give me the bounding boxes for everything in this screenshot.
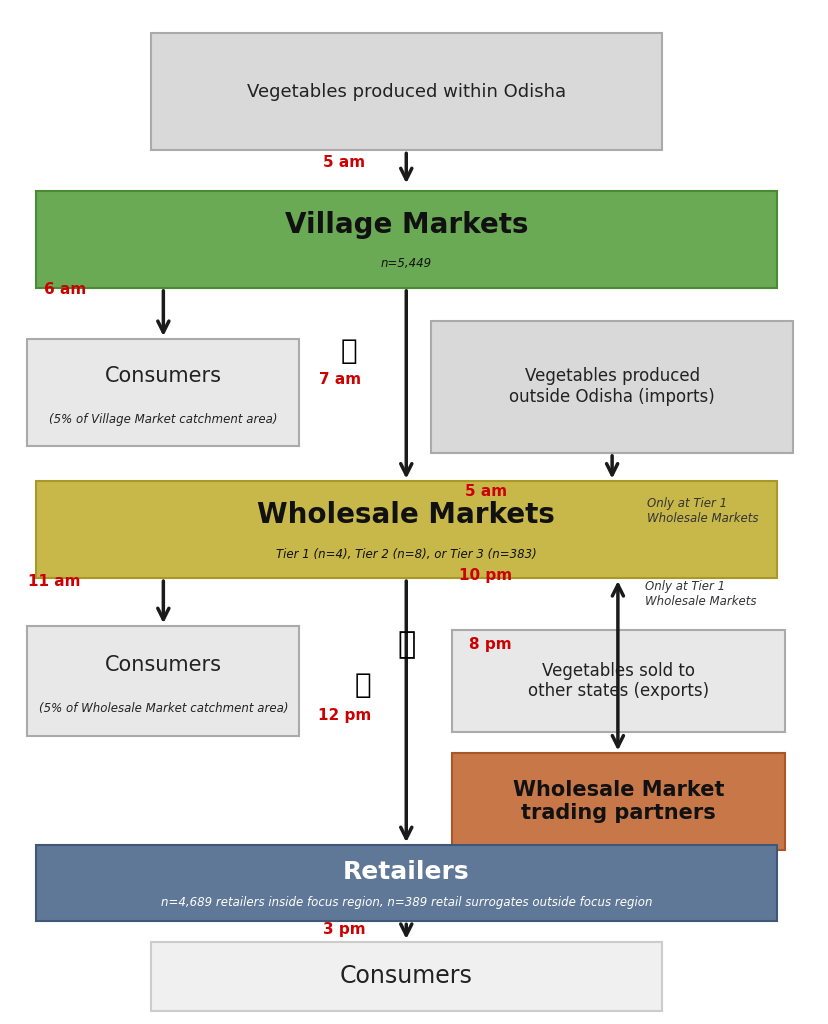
Text: Vegetables produced within Odisha: Vegetables produced within Odisha xyxy=(247,83,566,101)
FancyBboxPatch shape xyxy=(27,339,299,445)
FancyBboxPatch shape xyxy=(151,942,661,1011)
Text: Village Markets: Village Markets xyxy=(284,211,527,239)
FancyBboxPatch shape xyxy=(451,630,784,732)
Text: Consumers: Consumers xyxy=(339,965,472,988)
Text: Only at Tier 1
Wholesale Markets: Only at Tier 1 Wholesale Markets xyxy=(644,581,756,608)
Text: 11 am: 11 am xyxy=(28,573,81,589)
FancyBboxPatch shape xyxy=(27,626,299,736)
Text: Vegetables produced
outside Odisha (imports): Vegetables produced outside Odisha (impo… xyxy=(508,368,714,407)
FancyBboxPatch shape xyxy=(36,481,776,579)
Text: (5% of Wholesale Market catchment area): (5% of Wholesale Market catchment area) xyxy=(39,702,288,715)
Text: 5 am: 5 am xyxy=(323,156,364,170)
Text: 🛵: 🛵 xyxy=(354,671,370,699)
Text: Consumers: Consumers xyxy=(104,367,222,386)
FancyBboxPatch shape xyxy=(151,34,661,151)
FancyBboxPatch shape xyxy=(36,191,776,288)
Text: Consumers: Consumers xyxy=(104,654,222,675)
Text: 7 am: 7 am xyxy=(319,372,361,387)
FancyBboxPatch shape xyxy=(431,321,792,453)
Text: n=4,689 retailers inside focus region, n=389 retail surrogates outside focus reg: n=4,689 retailers inside focus region, n… xyxy=(161,896,652,909)
Text: 8 pm: 8 pm xyxy=(469,637,511,652)
Text: 10 pm: 10 pm xyxy=(458,567,511,583)
FancyBboxPatch shape xyxy=(36,845,776,922)
Text: 🚚: 🚚 xyxy=(340,337,357,366)
Text: 3 pm: 3 pm xyxy=(323,922,365,937)
Text: Retailers: Retailers xyxy=(343,860,469,884)
Text: Wholesale Markets: Wholesale Markets xyxy=(257,502,555,529)
Text: Tier 1 (n=4), Tier 2 (n=8), or Tier 3 (n=383): Tier 1 (n=4), Tier 2 (n=8), or Tier 3 (n… xyxy=(276,548,536,560)
Text: 12 pm: 12 pm xyxy=(317,709,371,723)
Text: n=5,449: n=5,449 xyxy=(380,257,431,270)
Text: 5 am: 5 am xyxy=(465,484,507,499)
Text: Only at Tier 1
Wholesale Markets: Only at Tier 1 Wholesale Markets xyxy=(646,497,758,524)
Text: Vegetables sold to
other states (exports): Vegetables sold to other states (exports… xyxy=(527,662,708,700)
Text: 6 am: 6 am xyxy=(44,283,86,298)
Text: Wholesale Market
trading partners: Wholesale Market trading partners xyxy=(512,780,723,823)
Text: (5% of Village Market catchment area): (5% of Village Market catchment area) xyxy=(49,413,277,426)
FancyBboxPatch shape xyxy=(451,754,784,850)
Text: 🚛: 🚛 xyxy=(397,630,415,658)
